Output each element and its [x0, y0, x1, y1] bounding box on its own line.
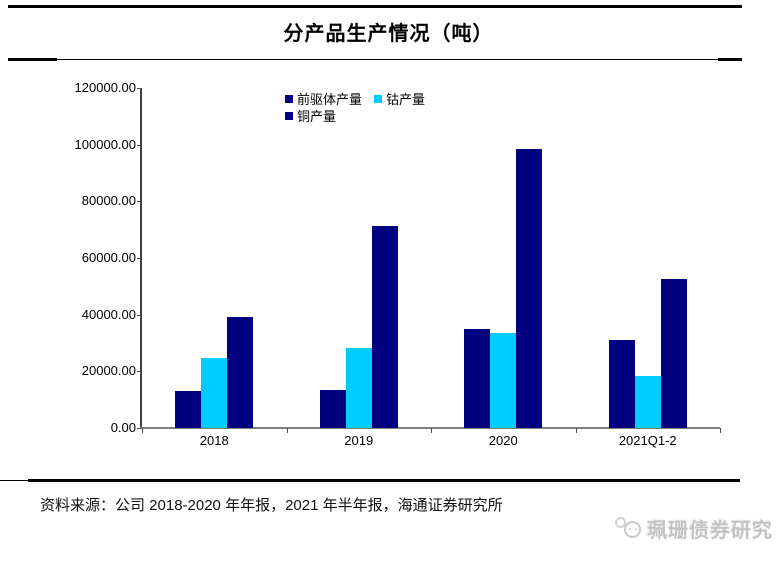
- y-tick-label: 40000.00: [81, 306, 136, 322]
- x-tick-mark: [431, 428, 432, 433]
- y-tick-label: 100000.00: [74, 136, 136, 152]
- legend-label-precursor: 前驱体产量: [297, 92, 363, 107]
- bar-copper-2021Q1-2: [660, 279, 687, 428]
- plot-area: [142, 88, 720, 428]
- bottom-border-rule: [28, 479, 740, 482]
- y-tick-mark: [137, 428, 142, 429]
- bar-precursor-2021Q1-2: [608, 340, 635, 428]
- title-underline-right: [718, 58, 742, 61]
- y-tick-mark: [137, 201, 142, 203]
- bar-cobalt-2019: [345, 348, 372, 428]
- title-underline-left: [8, 58, 57, 61]
- bar-copper-2020: [516, 149, 543, 428]
- legend-item-cobalt: 钴产量: [374, 89, 425, 108]
- legend-swatch-cobalt-icon: [374, 94, 383, 103]
- bar-copper-2018: [227, 317, 254, 428]
- legend-label-cobalt: 钴产量: [386, 92, 426, 107]
- x-axis-labels: 2018 2019 2020 2021Q1-2: [142, 433, 720, 451]
- bar-copper-2019: [371, 226, 398, 428]
- x-tick-label: 2021Q1-2: [618, 433, 677, 448]
- bar-group-2019: [287, 88, 432, 428]
- bar-cobalt-2020: [490, 333, 517, 428]
- x-tick-mark: [576, 428, 577, 433]
- y-tick-mark: [137, 314, 142, 316]
- bar-precursor-2019: [319, 390, 346, 428]
- y-tick-label: 60000.00: [81, 250, 136, 265]
- y-tick-label: 0.00: [110, 420, 136, 435]
- y-tick-label: 120000.00: [74, 80, 136, 95]
- bar-cobalt-2021Q1-2: [634, 376, 661, 428]
- legend-item-copper: 铜产量: [285, 106, 336, 125]
- bar-group-2020: [431, 88, 576, 428]
- y-tick-mark: [137, 371, 142, 373]
- y-tick-label: 20000.00: [81, 363, 136, 379]
- legend-label-copper: 铜产量: [297, 109, 337, 124]
- bar-precursor-2020: [464, 329, 491, 428]
- y-axis-labels: 0.00 20000.00 40000.00 60000.00 80000.00 1000…: [30, 80, 136, 435]
- legend-swatch-precursor-icon: [285, 94, 293, 103]
- source-note: 资料来源：公司 2018-2020 年年报，2021 年半年报，海通证券研究所: [40, 497, 503, 514]
- x-tick-label: 2019: [344, 433, 374, 448]
- bottom-border-thin: [0, 480, 30, 481]
- legend-item-precursor: 前驱体产量: [285, 89, 362, 108]
- bar-cobalt-2018: [201, 358, 228, 428]
- x-tick-label: 2018: [199, 433, 229, 448]
- x-tick-mark: [142, 428, 143, 433]
- y-tick-label: 80000.00: [81, 193, 136, 209]
- y-tick-mark: [137, 88, 142, 89]
- watermark-logo-icon: [615, 516, 641, 541]
- x-axis-line: [140, 427, 720, 429]
- top-border-rule: [8, 5, 742, 8]
- y-tick-mark: [137, 258, 142, 259]
- legend-row-1: 前驱体产量 钴产量: [285, 90, 437, 107]
- watermark-text: 珮珊债券研究: [647, 520, 773, 542]
- legend-row-2: 铜产量: [285, 107, 437, 124]
- x-tick-mark: [287, 428, 288, 433]
- y-tick-mark: [137, 144, 142, 146]
- title-underline-mid: [57, 59, 718, 60]
- chart-legend: 前驱体产量 钴产量 铜产量: [285, 90, 437, 124]
- watermark: 珮珊债券研究: [615, 514, 773, 543]
- x-tick-mark: [720, 428, 721, 433]
- bar-group-2021Q1-2: [576, 88, 721, 428]
- bar-group-2018: [142, 88, 287, 428]
- bar-precursor-2018: [175, 391, 202, 428]
- chart-title: 分产品生产情况（吨）: [283, 23, 494, 45]
- x-tick-label: 2020: [488, 433, 518, 448]
- legend-swatch-copper-icon: [285, 111, 293, 120]
